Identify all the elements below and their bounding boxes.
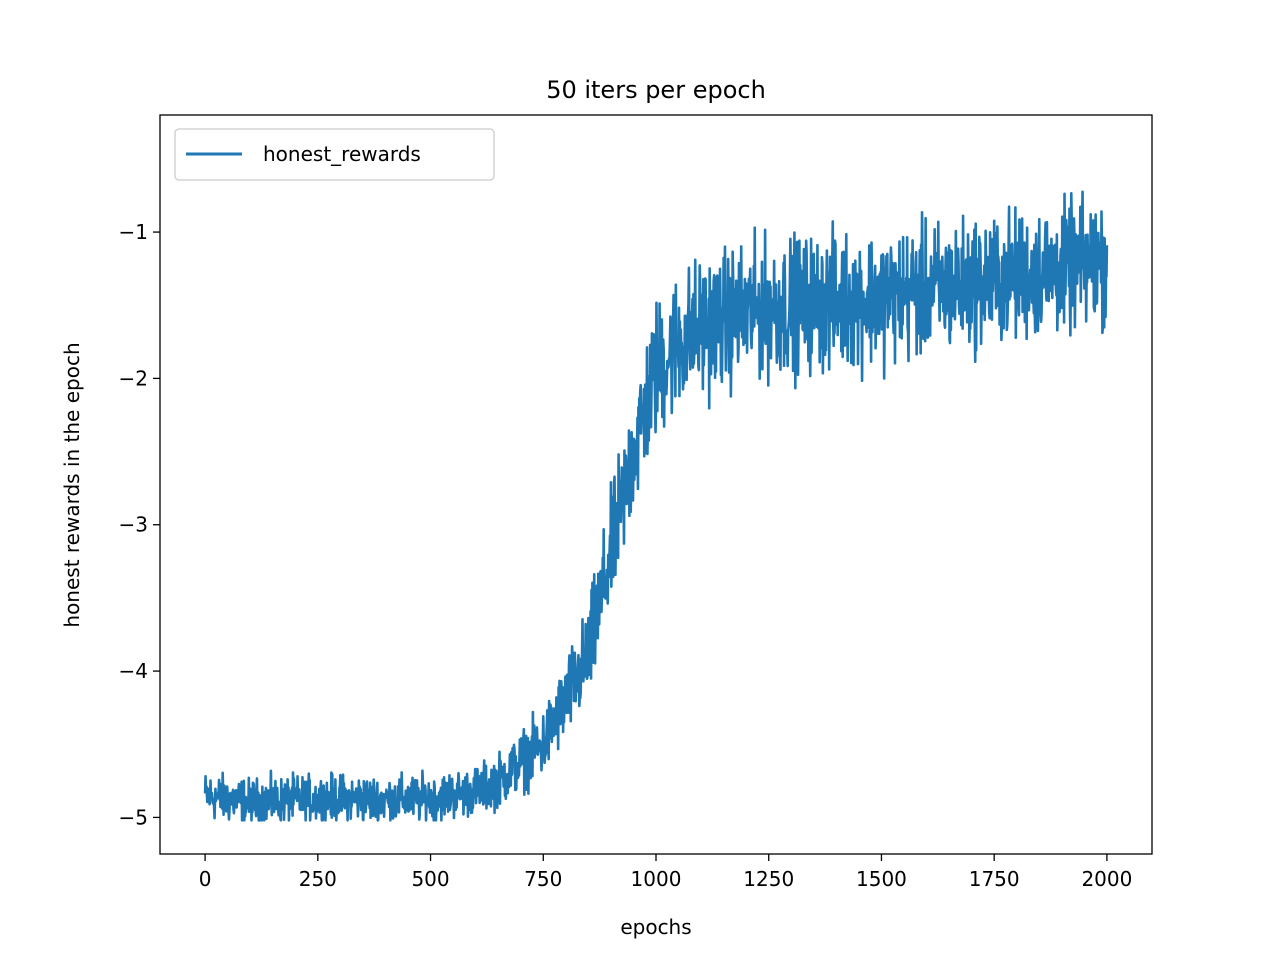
x-tick-label: 0 [199,867,212,891]
x-tick-label: 2000 [1081,867,1132,891]
y-tick-label: −5 [119,805,148,829]
y-axis-label: honest rewards in the epoch [60,342,84,627]
x-tick-label: 500 [411,867,449,891]
legend: honest_rewards [174,128,495,181]
y-tick-label: −2 [119,366,148,390]
y-tick-label: −4 [119,659,148,683]
x-axis-ticks: 0 250 500 750 1000 1250 1500 1750 2000 [199,854,1132,891]
x-tick-label: 1250 [743,867,794,891]
x-tick-label: 1000 [631,867,682,891]
series-line-honest_rewards [203,190,1109,822]
y-tick-label: −1 [119,220,148,244]
x-tick-label: 750 [524,867,562,891]
y-tick-label: −3 [119,513,148,537]
legend-label: honest_rewards [263,142,421,166]
x-axis-label: epochs [620,915,691,939]
y-axis-ticks: −5 −4 −3 −2 −1 [119,220,160,829]
x-tick-label: 1500 [856,867,907,891]
series-layer [203,190,1109,822]
x-tick-label: 250 [299,867,337,891]
legend-box [174,128,495,181]
x-tick-label: 1750 [969,867,1020,891]
chart-title: 50 iters per epoch [546,76,766,104]
